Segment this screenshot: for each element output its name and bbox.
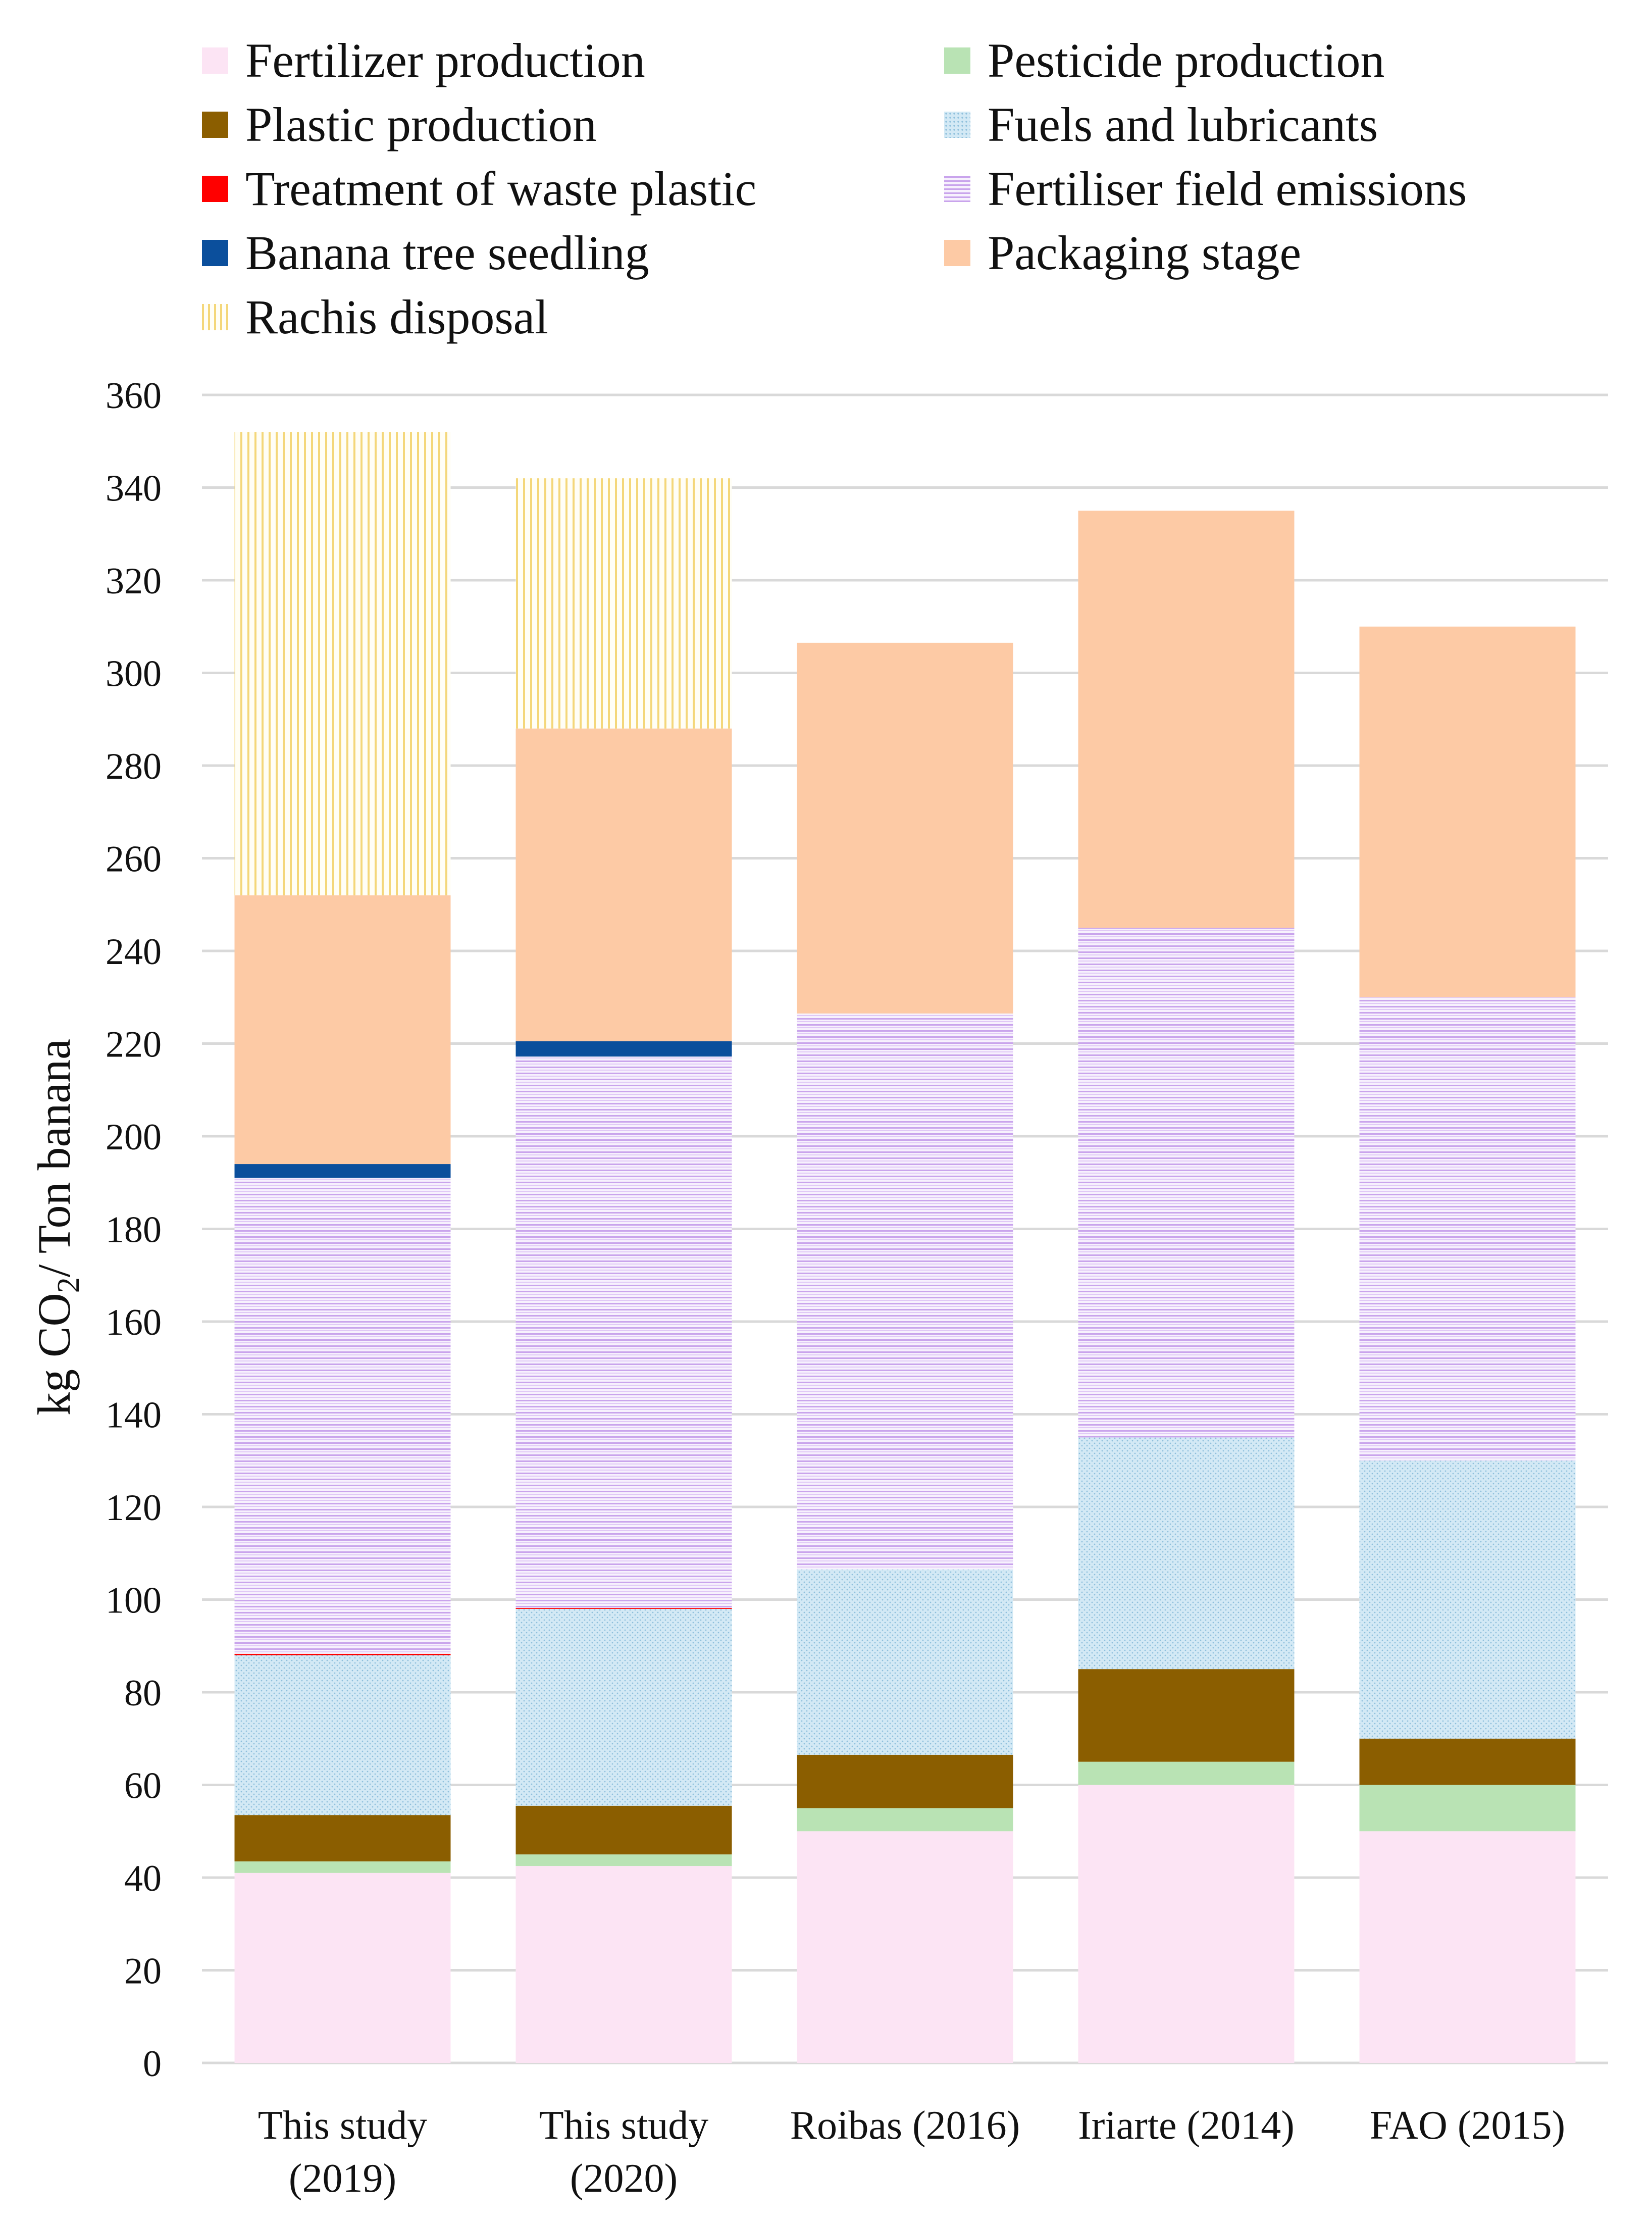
x-axis: This study (2019) This study (2020) Roibas (… xyxy=(258,2103,1565,2201)
y-axis-label-suffix: / Ton banana xyxy=(28,1039,80,1277)
y-tick-label: 80 xyxy=(124,1673,162,1714)
y-tick-label: 0 xyxy=(143,2043,162,2085)
x-tick-label: Iriarte (2014) xyxy=(1078,2103,1295,2148)
legend-swatch xyxy=(202,304,228,330)
bar-segment-banana-tree-seedling xyxy=(515,1041,732,1057)
bars xyxy=(234,432,1576,2063)
legend-item-rachis-disposal: Rachis disposal xyxy=(202,287,548,347)
bar-segment-fuels-and-lubricants xyxy=(797,1569,1013,1755)
bar-segment-fertilizer-production xyxy=(515,1866,732,2063)
bar-segment-plastic-production xyxy=(515,1805,732,1855)
legend-item-packaging-stage: Packaging stage xyxy=(944,223,1301,283)
bar-segment-fertiliser-field-emissions xyxy=(797,1013,1013,1570)
legend-item-plastic-production: Plastic production xyxy=(202,94,597,155)
legend-item-treatment-of-waste-plastic: Treatment of waste plastic xyxy=(202,159,756,219)
legend-swatch xyxy=(944,112,970,138)
bar-segment-pesticide-production xyxy=(1359,1785,1576,1832)
bar-segment-fuels-and-lubricants xyxy=(515,1608,732,1806)
legend-label: Packaging stage xyxy=(988,226,1302,280)
y-axis-label: kg CO2/ Ton banana xyxy=(28,1039,86,1416)
bar-segment-treatment-of-waste-plastic xyxy=(515,1608,732,1609)
x-tick-label: Roibas (2016) xyxy=(790,2103,1020,2148)
y-tick-label: 20 xyxy=(124,1951,162,1992)
y-tick-label: 300 xyxy=(106,653,162,695)
bar-segment-plastic-production xyxy=(1078,1669,1295,1762)
legend-swatch xyxy=(944,176,970,202)
bar-segment-fertilizer-production xyxy=(797,1831,1013,2063)
bar-segment-fertiliser-field-emissions xyxy=(515,1056,732,1608)
legend-swatch xyxy=(202,47,228,74)
bar-segment-packaging-stage xyxy=(1359,626,1576,997)
bar-segment-fertiliser-field-emissions xyxy=(1078,928,1295,1438)
legend-item-fuels-and-lubricants: Fuels and lubricants xyxy=(944,94,1378,155)
legend-item-fertilizer-production: Fertilizer production xyxy=(202,30,645,91)
y-tick-label: 100 xyxy=(106,1580,162,1622)
bar-segment-banana-tree-seedling xyxy=(234,1164,451,1178)
bar-segment-pesticide-production xyxy=(797,1808,1013,1832)
bar-segment-rachis-disposal xyxy=(515,478,732,729)
bar-segment-fuels-and-lubricants xyxy=(234,1655,451,1815)
y-tick-label: 240 xyxy=(106,931,162,973)
y-tick-label: 340 xyxy=(106,468,162,510)
y-axis-label-prefix: kg CO xyxy=(28,1293,80,1416)
x-tick-label: (2019) xyxy=(289,2156,396,2201)
x-tick-label: (2020) xyxy=(570,2156,678,2201)
bar-segment-plastic-production xyxy=(1359,1738,1576,1785)
legend-label: Plastic production xyxy=(245,97,597,152)
bar-segment-pesticide-production xyxy=(234,1861,451,1873)
y-axis-label-subscript: 2 xyxy=(51,1277,86,1293)
y-tick-label: 40 xyxy=(124,1858,162,1899)
y-tick-label: 260 xyxy=(106,839,162,880)
bar-segment-treatment-of-waste-plastic xyxy=(234,1653,451,1655)
legend-item-banana-tree-seedling: Banana tree seedling xyxy=(202,223,649,283)
x-tick-label: This study xyxy=(539,2103,709,2148)
bar-segment-packaging-stage xyxy=(797,642,1013,1014)
bar-segment-fertilizer-production xyxy=(1078,1785,1295,2063)
legend-label: Rachis disposal xyxy=(245,290,548,344)
legend-label: Fertiliser field emissions xyxy=(988,162,1467,216)
bar-segment-rachis-disposal xyxy=(234,432,451,895)
legend-swatch xyxy=(202,112,228,138)
bar-segment-pesticide-production xyxy=(515,1854,732,1866)
bar-segment-fertiliser-field-emissions xyxy=(234,1178,451,1654)
bar-segment-fuels-and-lubricants xyxy=(1359,1460,1576,1739)
bar-segment-fertilizer-production xyxy=(1359,1831,1576,2063)
y-tick-label: 200 xyxy=(106,1117,162,1158)
x-tick-label: FAO (2015) xyxy=(1370,2103,1565,2148)
legend-swatch xyxy=(944,240,970,266)
legend-label: Fertilizer production xyxy=(245,33,645,87)
bar-segment-pesticide-production xyxy=(1078,1761,1295,1785)
y-axis: 0 20 40 60 80 100 120 140 160 180 200 220 240 260 280 3… xyxy=(106,375,162,2085)
bar-segment-packaging-stage xyxy=(1078,511,1295,928)
bar-segment-fertiliser-field-emissions xyxy=(1359,997,1576,1461)
legend-swatch xyxy=(202,240,228,266)
y-tick-label: 120 xyxy=(106,1487,162,1529)
legend: Fertilizer production Pesticide productio… xyxy=(202,30,1646,359)
bar-segment-plastic-production xyxy=(797,1754,1013,1808)
legend-label: Treatment of waste plastic xyxy=(245,162,757,216)
bar-segment-packaging-stage xyxy=(234,895,451,1165)
y-tick-label: 220 xyxy=(106,1024,162,1066)
legend-swatch xyxy=(944,47,970,74)
bar-segment-fuels-and-lubricants xyxy=(1078,1437,1295,1670)
legend-swatch xyxy=(202,176,228,202)
legend-item-pesticide-production: Pesticide production xyxy=(944,30,1385,91)
bar-segment-packaging-stage xyxy=(515,728,732,1041)
y-tick-label: 180 xyxy=(106,1209,162,1251)
y-tick-label: 360 xyxy=(106,375,162,417)
legend-label: Pesticide production xyxy=(988,33,1385,87)
y-tick-label: 160 xyxy=(106,1302,162,1343)
legend-label: Banana tree seedling xyxy=(245,226,649,280)
y-tick-label: 280 xyxy=(106,746,162,787)
y-tick-label: 140 xyxy=(106,1395,162,1436)
y-tick-label: 60 xyxy=(124,1765,162,1807)
bar-segment-fertilizer-production xyxy=(234,1873,451,2063)
legend-item-fertiliser-field-emissions: Fertiliser field emissions xyxy=(944,159,1467,219)
x-tick-label: This study xyxy=(258,2103,428,2148)
bar-segment-plastic-production xyxy=(234,1815,451,1861)
legend-label: Fuels and lubricants xyxy=(988,97,1378,152)
y-tick-label: 320 xyxy=(106,561,162,602)
